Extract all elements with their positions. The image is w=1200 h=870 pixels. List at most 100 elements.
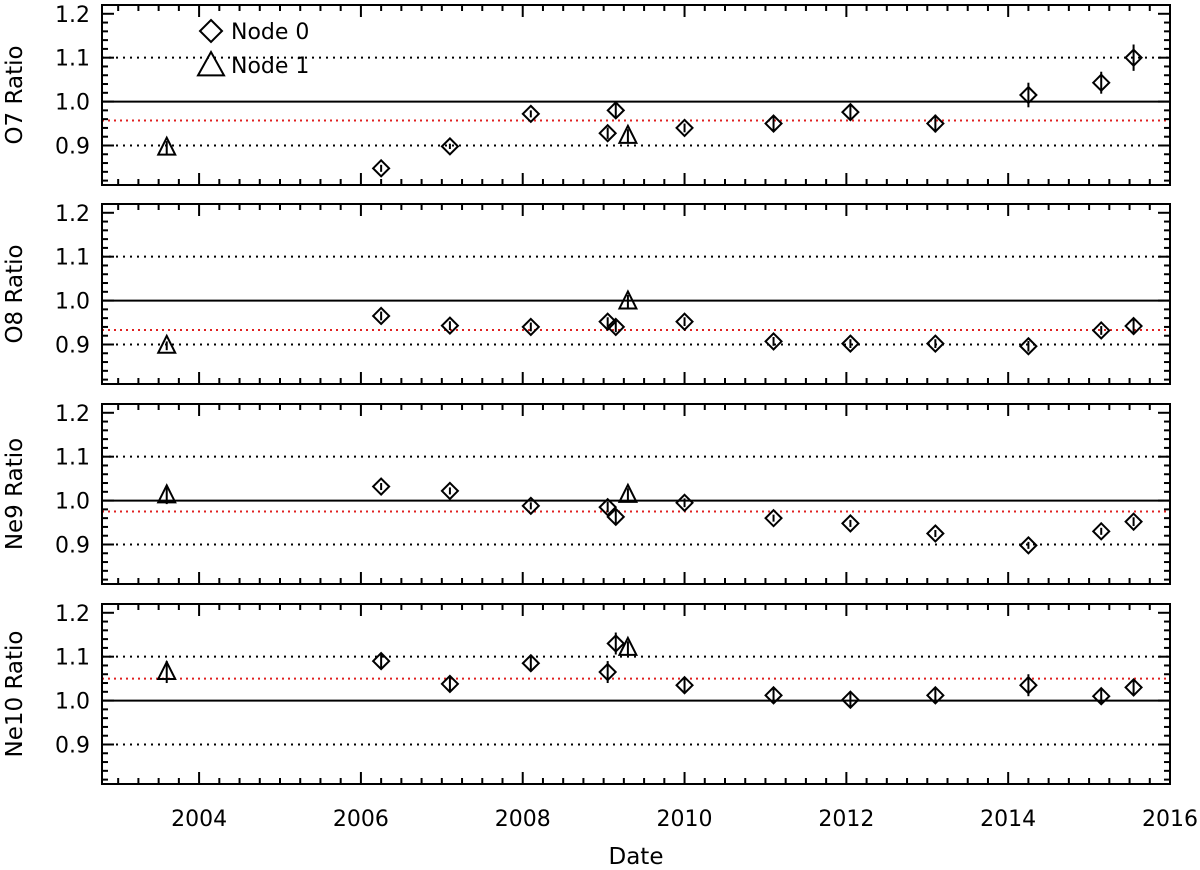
- y-tick-label: 1.0: [55, 490, 90, 515]
- x-tick-label: 2016: [1142, 807, 1198, 832]
- node0-point: [521, 317, 541, 337]
- node0-point: [1018, 336, 1038, 356]
- y-tick-label: 0.9: [55, 333, 90, 358]
- node0-point: [764, 114, 783, 133]
- node0-point: [598, 123, 618, 143]
- node0-point: [1124, 316, 1144, 336]
- node0-point: [606, 507, 626, 527]
- node1-point: [617, 289, 639, 310]
- x-tick-label: 2006: [333, 807, 389, 832]
- node0-point: [606, 317, 626, 337]
- x-tick-label: 2008: [495, 807, 551, 832]
- node0-point: [521, 653, 541, 673]
- y-tick-label: 1.1: [55, 47, 90, 72]
- node0-point: [1091, 73, 1111, 93]
- node0-point: [675, 493, 694, 513]
- node0-point: [1124, 48, 1144, 68]
- node0-point: [371, 651, 391, 671]
- node0-point: [1124, 512, 1144, 532]
- y-axis-title: O8 Ratio: [2, 244, 28, 343]
- node1-point: [156, 659, 177, 681]
- node0-point: [925, 114, 945, 133]
- node0-point: [521, 496, 541, 516]
- node0-point: [764, 685, 783, 705]
- node0-point: [1018, 535, 1038, 555]
- x-axis: 2004 2006 2008 2010 2012 2014 2016: [171, 807, 1198, 832]
- y-tick-label: 1.0: [55, 290, 90, 315]
- node0-point: [925, 524, 945, 543]
- node0-point: [675, 312, 694, 332]
- node0-point: [371, 158, 391, 178]
- y-tick-label: 1.2: [55, 3, 90, 28]
- node0-point: [521, 104, 541, 124]
- y-tick-label: 0.9: [55, 533, 90, 558]
- node0-point: [440, 316, 460, 336]
- y-tick-label: 1.1: [55, 646, 90, 671]
- legend: Node 0 Node 1: [196, 18, 309, 79]
- node0-point: [1091, 521, 1111, 541]
- node0-point: [840, 334, 860, 354]
- node0-point: [1018, 675, 1038, 695]
- legend-diamond-icon: [198, 18, 224, 44]
- node0-point: [764, 332, 783, 351]
- x-tick-label: 2010: [657, 807, 713, 832]
- y-tick-label: 1.0: [55, 690, 90, 715]
- node0-point: [598, 497, 618, 517]
- legend-label: Node 0: [231, 20, 309, 45]
- y-tick-label: 1.2: [55, 402, 90, 427]
- node0-point: [598, 662, 618, 682]
- node0-point: [440, 481, 460, 501]
- node0-point: [840, 514, 860, 533]
- node0-point: [1091, 686, 1111, 706]
- node0-point: [675, 118, 694, 138]
- x-axis-title: Date: [609, 844, 664, 870]
- chart-panels: 0.9 1.0 1.1 1.2 O7 Ratio 0.9 1.0 1.1 1.2 O8 Ratio…: [2, 3, 1171, 785]
- y-tick-label: 1.1: [55, 446, 90, 471]
- panel-frame: [101, 603, 1171, 785]
- node0-point: [840, 102, 860, 122]
- x-tick-label: 2014: [980, 807, 1036, 832]
- node1-point: [617, 123, 639, 144]
- node0-point: [440, 136, 460, 156]
- x-tick-label: 2012: [818, 807, 874, 832]
- node1-point: [156, 333, 177, 354]
- legend-label: Node 1: [231, 54, 309, 79]
- panel-4: 0.9 1.0 1.1 1.2 Ne10 Ratio: [2, 602, 1171, 785]
- y-tick-label: 0.9: [55, 733, 90, 758]
- node0-point: [440, 674, 460, 694]
- x-tick-label: 2004: [171, 807, 227, 832]
- y-tick-label: 1.2: [55, 202, 90, 227]
- node0-point: [371, 477, 391, 496]
- legend-triangle-icon: [196, 49, 226, 77]
- y-axis-title: O7 Ratio: [2, 45, 28, 144]
- y-tick-label: 0.9: [55, 134, 90, 159]
- panel-frame: [101, 203, 1171, 385]
- node0-point: [371, 306, 391, 326]
- node0-point: [1091, 321, 1111, 340]
- node1-point: [156, 135, 177, 156]
- node1-point: [156, 483, 177, 504]
- node0-point: [840, 690, 860, 710]
- panel-frame: [101, 4, 1171, 186]
- panel-1: 0.9 1.0 1.1 1.2 O7 Ratio: [2, 3, 1171, 186]
- node1-point: [617, 482, 639, 503]
- node1-point: [617, 635, 639, 656]
- node0-point: [1018, 85, 1038, 105]
- y-tick-label: 1.2: [55, 602, 90, 627]
- y-tick-label: 1.1: [55, 246, 90, 271]
- y-axis-title: Ne9 Ratio: [2, 438, 28, 550]
- node0-point: [606, 634, 626, 653]
- panel-3: 0.9 1.0 1.1 1.2 Ne9 Ratio: [2, 402, 1171, 585]
- node0-point: [925, 685, 945, 705]
- panel-2: 0.9 1.0 1.1 1.2 O8 Ratio: [2, 202, 1171, 385]
- node0-point: [675, 675, 694, 695]
- node0-point: [598, 312, 618, 332]
- y-axis-title: Ne10 Ratio: [2, 631, 28, 758]
- node0-point: [1124, 678, 1144, 697]
- panel-frame: [101, 403, 1171, 585]
- node0-point: [764, 508, 783, 528]
- y-tick-label: 1.0: [55, 91, 90, 116]
- node0-point: [606, 100, 626, 120]
- node0-point: [925, 334, 945, 354]
